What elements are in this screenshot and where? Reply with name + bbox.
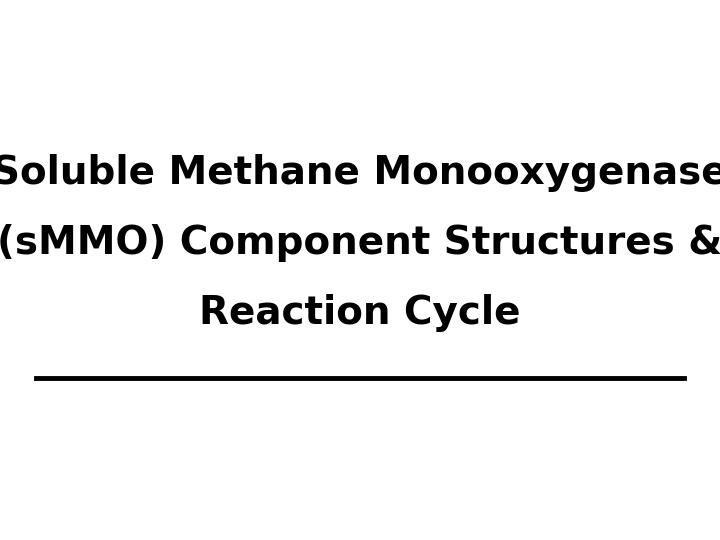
Text: Soluble Methane Monooxygenase: Soluble Methane Monooxygenase	[0, 154, 720, 192]
Text: (sMMO) Component Structures &: (sMMO) Component Structures &	[0, 224, 720, 262]
Text: Reaction Cycle: Reaction Cycle	[199, 294, 521, 332]
